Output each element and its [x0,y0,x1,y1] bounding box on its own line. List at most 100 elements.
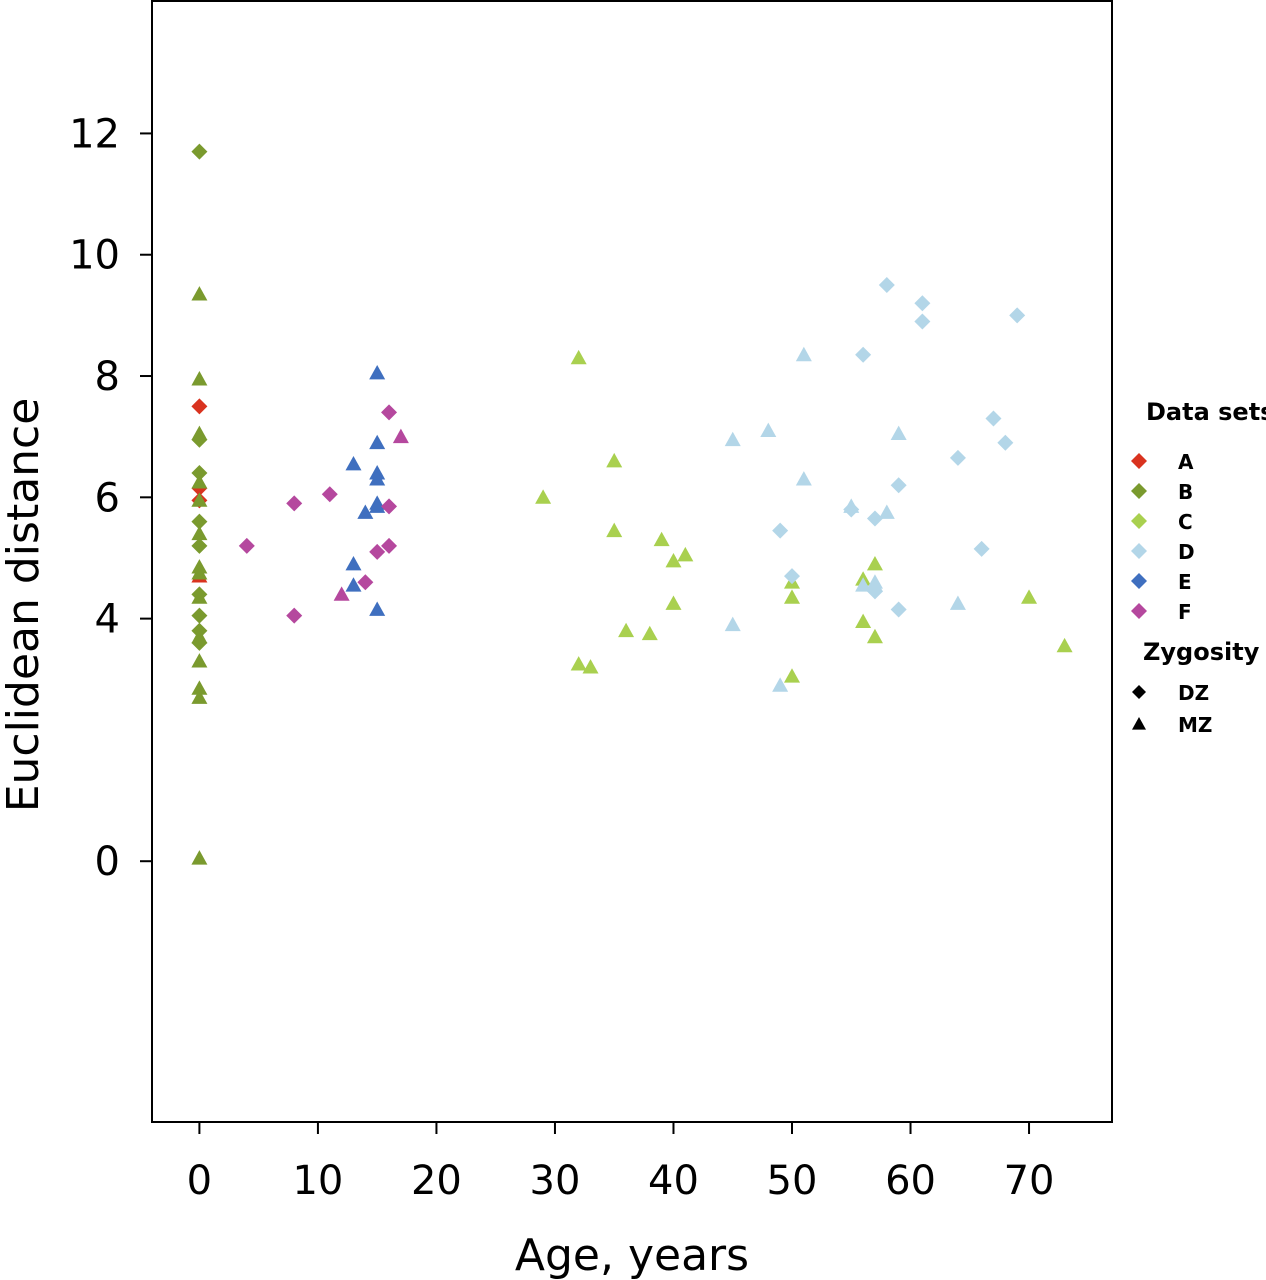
legend-label-f: F [1178,600,1192,624]
x-tick-label: 70 [1004,1158,1055,1204]
point-d-dz [973,540,990,557]
point-d-mz [760,422,777,438]
point-c-mz [570,656,587,671]
point-d-dz [772,522,789,539]
point-d-mz [772,677,789,692]
legend-label-a: A [1178,450,1194,474]
point-e-mz [369,471,386,486]
point-f-dz [369,543,386,560]
point-d-dz [866,510,883,527]
point-d-mz [795,471,812,486]
point-c-mz [665,595,682,610]
point-d-dz [1009,307,1026,324]
point-c-mz [784,589,800,604]
legend-label-c: C [1178,510,1193,534]
point-b-dz [191,143,208,160]
legend-marker-c [1131,513,1147,529]
x-tick-label: 30 [530,1158,581,1204]
point-b-dz [191,465,208,482]
point-d-dz [855,346,872,363]
point-f-dz [286,607,303,624]
y-axis: 0 4 6 8 10 12 [69,111,152,885]
x-tick-label: 0 [187,1158,212,1204]
point-b-mz [191,565,208,580]
point-b-mz [191,689,208,704]
x-axis-title: Age, years [515,1230,749,1280]
legend-zygosity: DZ MZ [1132,681,1212,737]
point-d-dz [890,601,907,618]
point-d-dz [949,449,966,466]
point-c-mz [1056,637,1073,653]
point-c-mz [570,349,587,365]
legend-label-dz: DZ [1178,681,1209,705]
point-b-dz [191,537,208,554]
point-d-mz [855,577,872,592]
legend-marker-d [1131,543,1147,559]
point-d-mz [724,616,741,632]
y-tick-label: 8 [95,354,120,400]
point-d-mz [949,595,966,610]
point-f-dz [321,486,338,503]
point-b-dz [191,431,208,448]
point-c-mz [665,553,682,568]
y-axis-title: Euclidean distance [0,398,49,813]
point-e-mz [345,577,362,592]
point-b-mz [191,474,208,489]
point-b-dz [191,586,208,603]
legend-marker-e [1131,573,1147,589]
point-e-mz [369,601,386,616]
point-c-mz [618,622,635,638]
point-f-dz [381,537,398,554]
point-f-dz [286,495,303,512]
point-b-dz [191,513,208,530]
point-c-mz [641,625,658,641]
point-d-dz [914,295,931,312]
legend-marker-a [1131,453,1147,469]
legend-marker-f [1131,603,1147,619]
legend-marker-dz [1132,685,1146,699]
x-tick-label: 20 [411,1158,462,1204]
y-tick-label: 4 [95,597,120,643]
point-f-mz [392,428,409,444]
x-axis: 0 10 20 30 40 50 60 70 [187,1122,1055,1204]
point-d-mz [724,431,741,447]
point-b-mz [191,680,208,695]
point-c-mz [784,668,800,683]
point-d-dz [878,277,895,294]
point-f-mz [333,586,350,601]
point-d-dz [997,434,1014,451]
plot-frame [151,0,1113,1123]
legend-datasets-title: Data sets [1146,398,1266,426]
point-b-mz [191,653,208,668]
point-c-mz [582,659,599,674]
y-tick-label: 0 [95,839,120,885]
legend-label-b: B [1178,480,1193,504]
data-points [191,143,1073,865]
point-f-dz [381,498,398,515]
y-tick-label: 12 [69,111,120,157]
x-tick-label: 50 [767,1158,818,1204]
y-tick-label: 10 [69,233,120,279]
point-d-dz [914,313,931,330]
legend-zygosity-title: Zygosity [1143,638,1260,666]
point-c-mz [677,546,694,562]
y-tick-label: 6 [95,475,120,521]
point-f-dz [357,574,374,591]
legend-marker-mz [1132,717,1146,730]
point-c-mz [606,452,623,468]
point-d-mz [890,425,907,441]
x-tick-label: 60 [885,1158,936,1204]
point-d-mz [795,346,812,362]
point-e-mz [345,556,362,571]
point-e-mz [369,364,386,380]
point-b-dz [191,607,208,624]
point-d-mz [878,504,895,519]
point-c-mz [606,522,623,538]
point-c-mz [866,556,883,571]
point-e-mz [369,434,386,450]
point-b-mz [191,850,208,865]
point-b-dz [191,622,208,639]
